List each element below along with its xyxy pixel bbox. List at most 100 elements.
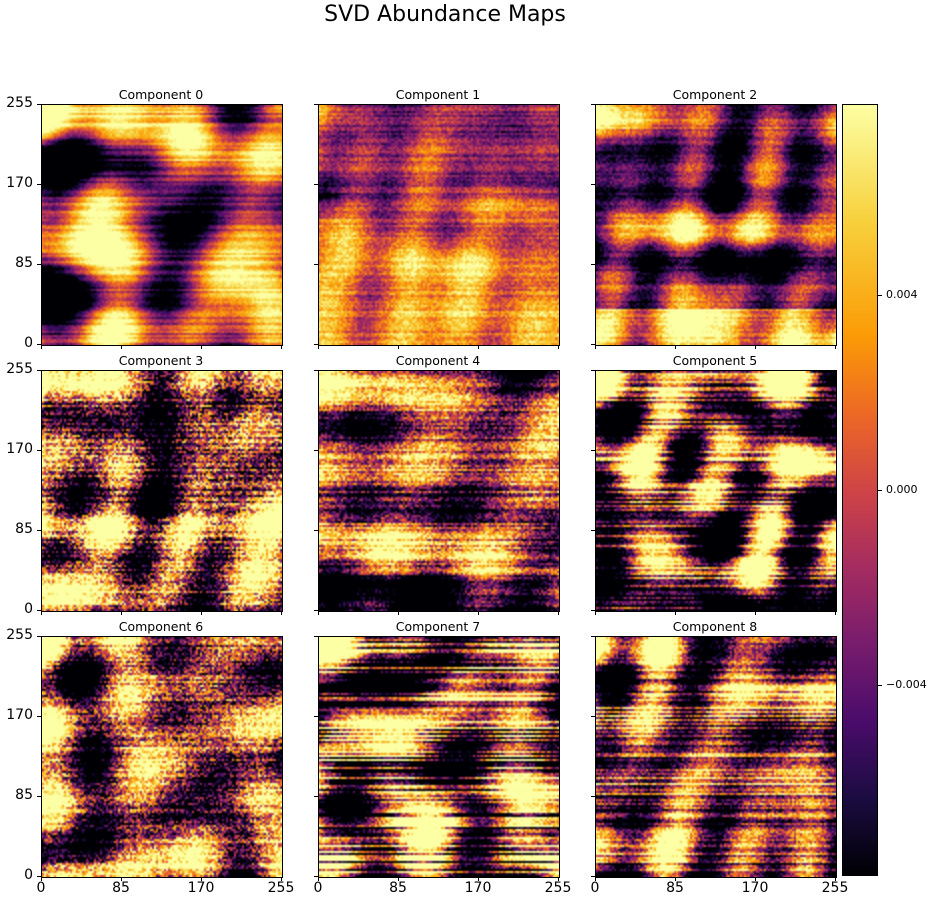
y-tick-label: 85: [15, 521, 33, 537]
x-tick-mark: [201, 611, 202, 615]
heatmap-image: [319, 105, 559, 345]
heatmap-panel: [595, 636, 837, 878]
y-tick-mark: [37, 636, 41, 637]
y-tick-mark: [591, 450, 595, 451]
y-tick-mark: [37, 184, 41, 185]
panel-title: Component 0: [118, 87, 204, 102]
x-tick-mark: [41, 611, 42, 615]
x-tick-mark: [478, 345, 479, 349]
y-tick-label: 0: [24, 601, 33, 617]
y-tick-mark: [37, 716, 41, 717]
colorbar-tick-mark: [878, 490, 882, 491]
y-tick-mark: [314, 450, 318, 451]
y-tick-mark: [314, 636, 318, 637]
heatmap-image: [596, 105, 836, 345]
x-tick-mark: [281, 877, 282, 881]
x-tick-label: 0: [36, 880, 46, 896]
x-tick-label: 170: [187, 880, 215, 896]
y-tick-mark: [591, 636, 595, 637]
heatmap-panel: [318, 636, 560, 878]
x-tick-mark: [595, 877, 596, 881]
panel-title: Component 2: [672, 87, 758, 102]
y-tick-mark: [314, 344, 318, 345]
y-tick-label: 255: [6, 95, 33, 111]
heatmap-panel: [41, 370, 283, 612]
y-tick-mark: [314, 610, 318, 611]
y-tick-mark: [314, 796, 318, 797]
x-tick-label: 85: [666, 880, 684, 896]
colorbar: [842, 104, 878, 876]
x-tick-mark: [755, 611, 756, 615]
x-tick-mark: [201, 345, 202, 349]
y-tick-mark: [591, 610, 595, 611]
y-tick-mark: [591, 104, 595, 105]
y-tick-mark: [37, 370, 41, 371]
x-tick-mark: [595, 345, 596, 349]
colorbar-tick-mark: [878, 685, 882, 687]
y-tick-label: 0: [24, 335, 33, 351]
x-tick-mark: [201, 877, 202, 881]
x-tick-mark: [835, 611, 836, 615]
y-tick-mark: [37, 876, 41, 877]
y-tick-mark: [37, 264, 41, 265]
x-tick-mark: [835, 877, 836, 881]
x-tick-label: 85: [389, 880, 407, 896]
y-tick-label: 85: [15, 255, 33, 271]
y-tick-label: 170: [6, 707, 33, 723]
colorbar-tick-label: 0.000: [886, 483, 918, 496]
heatmap-panel: [318, 370, 560, 612]
x-tick-mark: [835, 345, 836, 349]
panel-title: Component 3: [118, 353, 204, 368]
y-tick-mark: [314, 264, 318, 265]
x-tick-label: 0: [313, 880, 323, 896]
x-tick-mark: [755, 345, 756, 349]
panel-title: Component 1: [395, 87, 481, 102]
y-tick-mark: [314, 104, 318, 105]
x-tick-label: 255: [821, 880, 849, 896]
y-tick-mark: [314, 530, 318, 531]
y-tick-mark: [591, 344, 595, 345]
y-tick-mark: [591, 184, 595, 185]
y-tick-mark: [314, 184, 318, 185]
y-tick-label: 170: [6, 175, 33, 191]
x-tick-label: 0: [590, 880, 600, 896]
x-tick-mark: [398, 877, 399, 881]
heatmap-image: [42, 371, 282, 611]
x-tick-mark: [755, 877, 756, 881]
y-tick-mark: [37, 450, 41, 451]
panel-title: Component 7: [395, 619, 481, 634]
y-tick-mark: [591, 264, 595, 265]
heatmap-panel: [41, 104, 283, 346]
y-tick-mark: [37, 610, 41, 611]
heatmap-image: [319, 371, 559, 611]
y-tick-mark: [591, 716, 595, 717]
y-tick-label: 85: [15, 787, 33, 803]
x-tick-label: 170: [741, 880, 769, 896]
heatmap-image: [596, 637, 836, 877]
figure-title: SVD Abundance Maps: [324, 2, 566, 27]
heatmap-panel: [595, 104, 837, 346]
heatmap-image: [42, 637, 282, 877]
y-tick-mark: [591, 876, 595, 877]
y-tick-mark: [591, 530, 595, 531]
x-tick-mark: [281, 345, 282, 349]
x-tick-mark: [478, 877, 479, 881]
x-tick-mark: [318, 611, 319, 615]
y-tick-mark: [591, 370, 595, 371]
panel-title: Component 5: [672, 353, 758, 368]
y-tick-mark: [314, 716, 318, 717]
heatmap-image: [596, 371, 836, 611]
x-tick-mark: [121, 345, 122, 349]
y-tick-mark: [314, 876, 318, 877]
y-tick-mark: [37, 344, 41, 345]
y-tick-label: 0: [24, 867, 33, 883]
x-tick-mark: [558, 345, 559, 349]
x-tick-mark: [558, 611, 559, 615]
heatmap-panel: [595, 370, 837, 612]
x-tick-mark: [398, 345, 399, 349]
panel-title: Component 8: [672, 619, 758, 634]
y-tick-mark: [37, 530, 41, 531]
y-tick-mark: [591, 796, 595, 797]
y-tick-label: 255: [6, 627, 33, 643]
panel-title: Component 4: [395, 353, 481, 368]
